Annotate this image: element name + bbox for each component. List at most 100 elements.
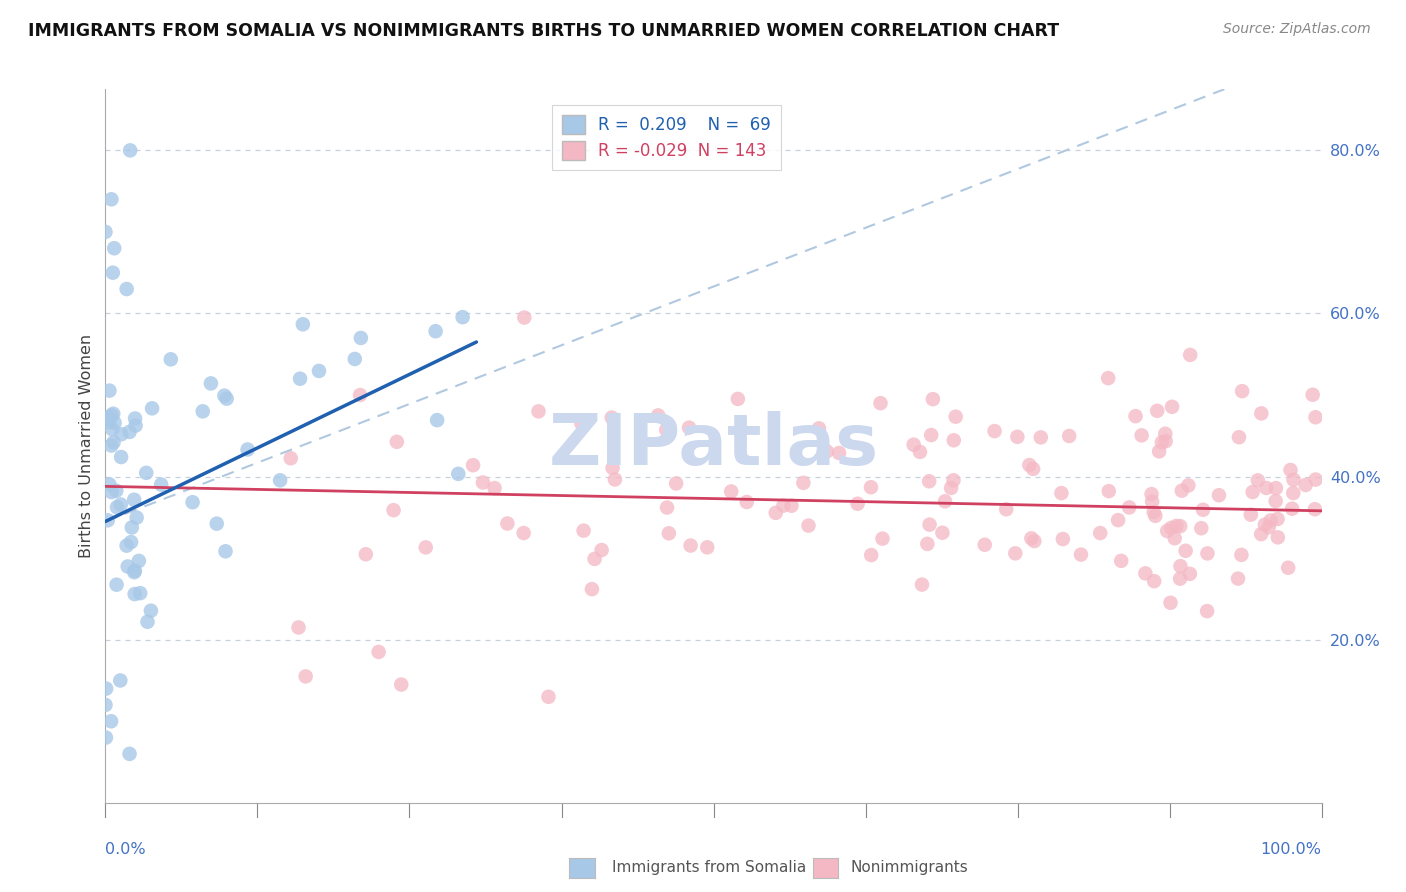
Point [942, 434, 965, 448]
Point [136, 615, 159, 629]
Point [1303, 502, 1326, 516]
Point [1052, 532, 1074, 546]
Point [1163, 531, 1185, 545]
Point [349, 388, 371, 402]
Point [150, 477, 173, 491]
Point [1070, 548, 1092, 562]
Y-axis label: Births to Unmarried Women: Births to Unmarried Women [79, 334, 94, 558]
Point [1057, 429, 1080, 443]
Point [115, 282, 138, 296]
Point [103, 416, 125, 430]
Point [1241, 485, 1264, 500]
Point [1180, 348, 1202, 362]
Point [1254, 517, 1277, 532]
Point [110, 673, 132, 688]
Point [101, 266, 124, 280]
Text: Nonimmigrants: Nonimmigrants [851, 860, 969, 874]
Point [591, 543, 613, 558]
Point [1227, 572, 1250, 586]
Point [1160, 521, 1182, 535]
Point [655, 500, 678, 515]
Point [110, 450, 132, 464]
Point [181, 495, 204, 509]
Point [860, 548, 883, 562]
Point [869, 396, 891, 410]
Point [828, 446, 851, 460]
Point [1097, 371, 1119, 385]
Point [105, 483, 128, 498]
Point [103, 241, 125, 255]
Point [735, 495, 758, 509]
Point [945, 409, 967, 424]
Point [1135, 566, 1157, 581]
Point [1189, 521, 1212, 535]
Point [679, 539, 702, 553]
Point [1144, 508, 1167, 523]
Point [159, 352, 181, 367]
Point [727, 392, 749, 406]
Point [765, 506, 787, 520]
Point [471, 475, 494, 490]
Point [1150, 435, 1173, 450]
Point [846, 497, 869, 511]
Point [105, 577, 128, 591]
Point [780, 499, 803, 513]
Point [125, 510, 148, 524]
Point [1090, 526, 1112, 541]
Point [288, 372, 311, 386]
Point [100, 714, 122, 729]
Point [122, 565, 145, 579]
Point [98, 477, 121, 491]
Point [118, 747, 141, 761]
Point [583, 552, 606, 566]
Point [1118, 500, 1140, 515]
Point [1267, 512, 1289, 526]
Point [581, 582, 603, 596]
Point [696, 541, 718, 555]
Point [1156, 524, 1178, 538]
Point [1147, 444, 1170, 458]
Point [1230, 548, 1253, 562]
Point [1178, 566, 1201, 581]
Point [118, 425, 141, 439]
Point [1140, 487, 1163, 501]
Point [1250, 527, 1272, 541]
Point [1230, 384, 1253, 399]
Point [124, 564, 146, 578]
Point [1267, 530, 1289, 544]
Point [94, 698, 117, 712]
Point [97, 513, 120, 527]
Point [294, 669, 316, 683]
Point [1007, 430, 1029, 444]
Point [94, 681, 117, 696]
Text: Immigrants from Somalia: Immigrants from Somalia [612, 860, 806, 874]
Point [103, 435, 125, 450]
Point [135, 466, 157, 480]
Point [1146, 404, 1168, 418]
Point [647, 409, 669, 423]
Point [1004, 546, 1026, 560]
Point [1109, 554, 1132, 568]
Point [1247, 473, 1270, 487]
Point [973, 538, 995, 552]
Point [872, 532, 894, 546]
Point [815, 444, 838, 458]
Point [214, 544, 236, 558]
Point [1281, 501, 1303, 516]
Point [1305, 473, 1327, 487]
Point [995, 502, 1018, 516]
Point [382, 503, 405, 517]
Point [1277, 560, 1299, 574]
Point [415, 541, 437, 555]
Point [1295, 478, 1317, 492]
Point [807, 421, 830, 435]
Point [1098, 484, 1121, 499]
Point [1240, 508, 1263, 522]
Point [1174, 543, 1197, 558]
Point [1022, 462, 1045, 476]
Point [983, 424, 1005, 438]
Point [94, 731, 117, 745]
Point [105, 500, 128, 515]
Point [139, 604, 162, 618]
Point [98, 384, 121, 398]
